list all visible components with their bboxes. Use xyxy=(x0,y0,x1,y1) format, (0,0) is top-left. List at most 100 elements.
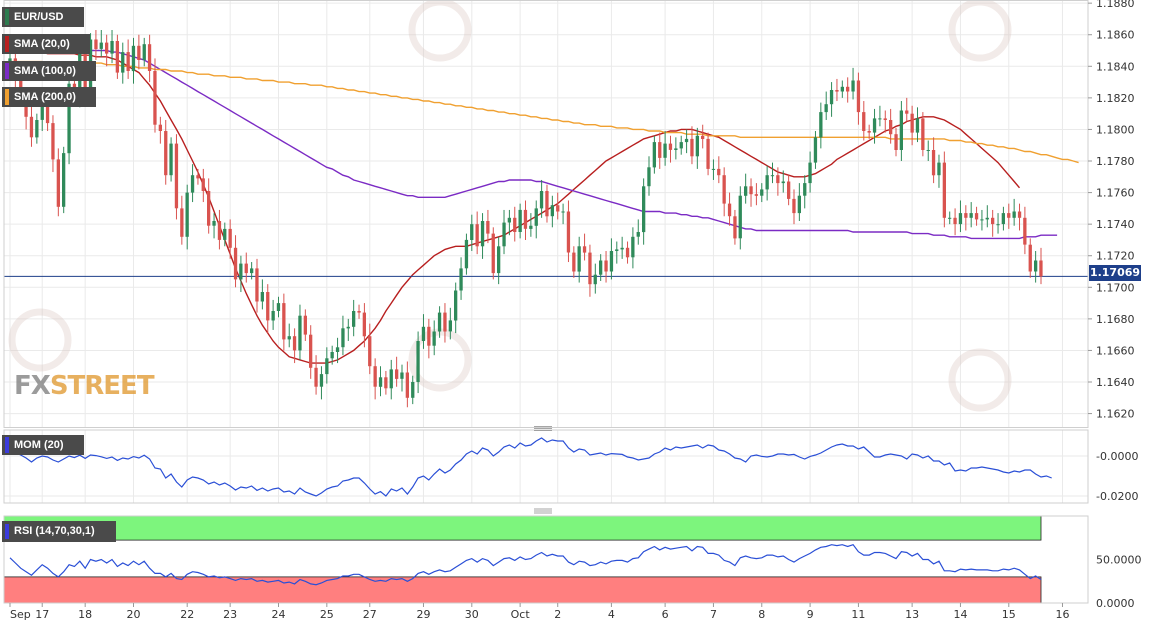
candle-body xyxy=(378,377,383,387)
candle-body xyxy=(915,118,920,133)
symbol-text: EUR/USD xyxy=(14,11,64,23)
candle-body xyxy=(131,45,136,72)
candle-body xyxy=(599,260,603,275)
candle-body xyxy=(582,246,587,253)
candle-body xyxy=(464,239,469,269)
time-tick-label: 9 xyxy=(807,608,814,621)
candle-body xyxy=(749,186,753,195)
price-tick-label: 1.1840 xyxy=(1096,60,1135,73)
candle-body xyxy=(454,290,458,321)
time-tick-label: 6 xyxy=(662,608,669,621)
candle-body xyxy=(411,382,415,398)
price-tick-label: 1.1880 xyxy=(1096,0,1135,10)
candle-body xyxy=(958,213,963,225)
candle-body xyxy=(1028,244,1032,272)
time-tick-label: 23 xyxy=(223,608,237,621)
legend-momentum: MOM (20) xyxy=(2,435,84,455)
candle-body xyxy=(341,328,345,348)
candle-body xyxy=(346,326,350,329)
candle-body xyxy=(250,268,254,274)
candle-body xyxy=(588,252,592,285)
candle-body xyxy=(421,326,426,341)
candle-body xyxy=(174,143,179,209)
sma100-swatch xyxy=(5,63,9,79)
candle-body xyxy=(1007,213,1011,218)
momentum-swatch xyxy=(5,437,9,453)
candle-body xyxy=(405,372,409,398)
time-tick-label: 20 xyxy=(127,608,141,621)
candle-body xyxy=(56,159,60,207)
time-tick-label: 11 xyxy=(851,608,865,621)
candle-body xyxy=(276,303,281,311)
candle-body xyxy=(29,116,34,138)
sma100-text: SMA (100,0) xyxy=(14,65,76,77)
candle-body xyxy=(856,80,861,113)
time-tick-label: 30 xyxy=(465,608,479,621)
candle-body xyxy=(829,90,834,105)
candle-body xyxy=(389,369,393,389)
time-tick-label: 7 xyxy=(710,608,717,621)
rsi-oversold-band xyxy=(3,576,1042,604)
momentum-text: MOM (20) xyxy=(14,439,64,451)
candle-body xyxy=(319,374,324,387)
candle-body xyxy=(974,213,979,220)
candle-body xyxy=(255,268,259,302)
watermarks xyxy=(8,0,1012,412)
candle-body xyxy=(631,236,635,258)
candle-body xyxy=(824,104,828,113)
sma20-swatch xyxy=(5,36,9,52)
candle-body xyxy=(164,131,168,176)
candle-body xyxy=(636,232,640,237)
candle-body xyxy=(781,181,785,184)
candle-body xyxy=(158,124,162,131)
candle-body xyxy=(437,312,442,332)
candle-body xyxy=(561,211,565,213)
candle-body xyxy=(400,372,404,379)
time-tick-label: 18 xyxy=(78,608,92,621)
candle-body xyxy=(808,162,812,184)
rsi-swatch xyxy=(5,524,9,539)
time-tick-label: 13 xyxy=(905,608,919,621)
candle-body xyxy=(480,221,485,247)
candle-body xyxy=(754,194,758,196)
candle-body xyxy=(674,148,678,150)
price-axis: 1.1880 1.1860 1.1840 1.1820 1.1800 1.1780 1.17… xyxy=(1088,0,1142,610)
candle-body xyxy=(899,110,903,150)
candle-body xyxy=(604,260,608,272)
watermark-emblem xyxy=(948,348,1012,412)
time-tick-label: Sep xyxy=(10,608,31,621)
candle-body xyxy=(658,142,662,158)
rsi-tick-label: 50.0000 xyxy=(1096,554,1142,567)
time-tick-label: 14 xyxy=(953,608,967,621)
candle-body xyxy=(733,216,737,239)
candle-body xyxy=(684,138,689,143)
candle-body xyxy=(282,303,286,340)
price-tick-label: 1.1780 xyxy=(1096,155,1135,168)
candle-body xyxy=(357,311,361,313)
time-tick-label: 4 xyxy=(608,608,615,621)
candle-body xyxy=(867,131,871,133)
gridlines xyxy=(4,0,1088,503)
candle-body xyxy=(292,336,297,351)
candle-body xyxy=(652,142,656,168)
candle-body xyxy=(921,118,925,150)
symbol-label: EUR/USD xyxy=(2,7,84,27)
candle-body xyxy=(180,208,184,237)
candle-body xyxy=(835,90,839,92)
candle-body xyxy=(792,198,796,214)
candle-body xyxy=(62,153,66,207)
candle-body xyxy=(937,162,941,176)
candle-body xyxy=(889,120,893,135)
candle-body xyxy=(518,209,522,232)
price-tick-label: 1.1700 xyxy=(1096,281,1135,294)
candle-body xyxy=(110,41,114,54)
candle-body xyxy=(985,217,989,220)
candle-body xyxy=(813,137,818,163)
candle-body xyxy=(207,191,211,226)
candle-body xyxy=(502,222,506,247)
price-tick-label: 1.1640 xyxy=(1096,376,1135,389)
candle-body xyxy=(244,263,248,274)
legend-sma20: SMA (20,0) xyxy=(2,34,90,54)
sma200-swatch xyxy=(5,89,9,105)
